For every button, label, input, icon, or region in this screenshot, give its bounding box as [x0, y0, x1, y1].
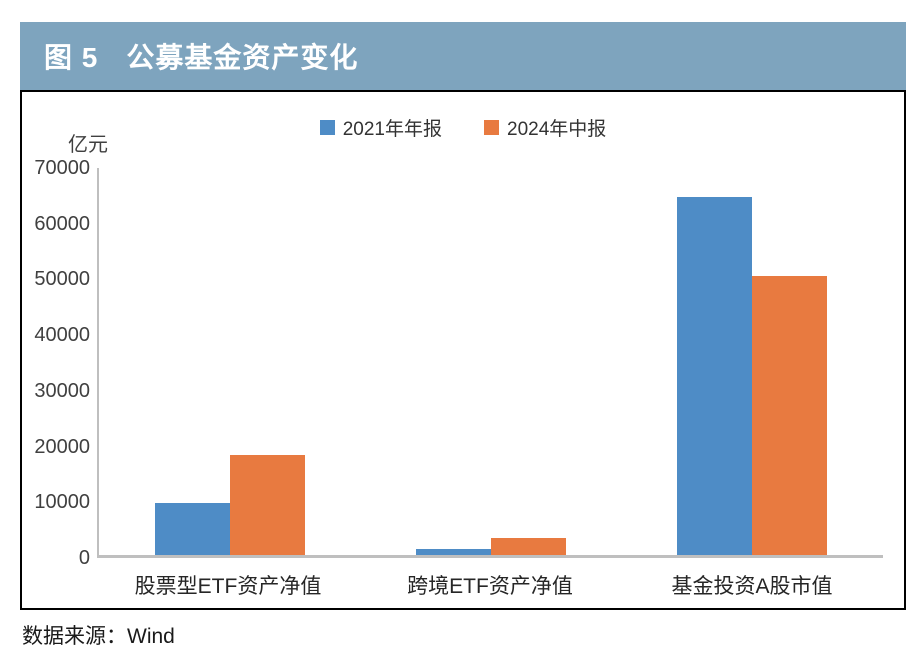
y-tick-label: 30000: [34, 379, 90, 402]
y-tick-label: 0: [78, 547, 90, 569]
legend-item-0: 2021年年报: [319, 114, 442, 141]
y-tick-label: 60000: [34, 212, 90, 235]
x-category-label: 跨境ETF资产净值: [407, 575, 573, 598]
legend-swatch-icon: [484, 120, 499, 135]
y-axis-unit-label: 亿元: [68, 134, 108, 156]
bar-group-0: [99, 168, 360, 555]
plot-area: [97, 168, 883, 558]
y-tick-label: 70000: [34, 157, 90, 179]
y-tick-label: 20000: [34, 435, 90, 458]
bar-group-1: [360, 168, 621, 555]
bar-group-2: [622, 168, 883, 555]
data-source-note: 数据来源：Wind: [22, 625, 175, 648]
bar-2024年中报-跨境ETF资产净值: [490, 537, 566, 555]
x-category-label: 基金投资A股市值: [671, 575, 833, 598]
x-category-label: 股票型ETF资产净值: [134, 575, 322, 598]
legend-label: 2024年中报: [507, 119, 607, 140]
figure-number-label: 图 5: [44, 42, 99, 73]
legend-item-1: 2024年中报: [484, 114, 606, 141]
y-tick-label: 50000: [34, 268, 90, 291]
bar-2024年中报-股票型ETF资产净值: [229, 454, 305, 555]
legend-label: 2021年年报: [342, 119, 442, 140]
chart-container: 2021年年报 2024年中报 亿元 0 10000 20000 30000 40000 5…: [20, 90, 906, 610]
chart-legend: 2021年年报 2024年中报: [22, 114, 904, 141]
legend-swatch-icon: [319, 120, 335, 135]
bar-2024年中报-基金投资A股市值: [752, 276, 828, 555]
figure-title: 公募基金资产变化: [126, 42, 359, 73]
bar-2021年年报-基金投资A股市值: [677, 196, 753, 555]
bar-2021年年报-跨境ETF资产净值: [415, 548, 491, 555]
figure-header: 图 5 公募基金资产变化: [20, 22, 906, 90]
y-tick-label: 10000: [34, 491, 90, 514]
x-axis-category-labels: 股票型ETF资产净值 跨境ETF资产净值 基金投资A股市值: [97, 570, 883, 600]
bar-2021年年报-股票型ETF资产净值: [154, 502, 230, 555]
y-tick-label: 40000: [34, 324, 90, 347]
